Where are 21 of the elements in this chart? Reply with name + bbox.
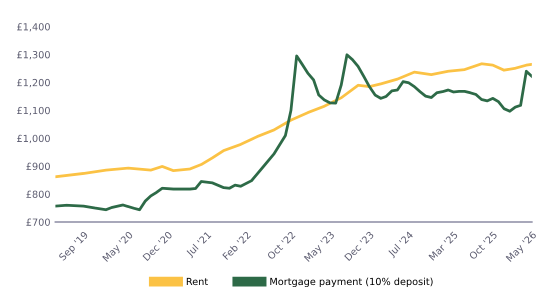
- line-series: [55, 53, 532, 212]
- y-tick-label: £1,400: [17, 23, 50, 32]
- y-tick-label: £1,100: [17, 106, 50, 116]
- legend-label: Rent: [186, 278, 208, 286]
- x-tick-label: Jul '24: [387, 230, 415, 258]
- x-tick-label: Mar '25: [428, 231, 458, 261]
- y-tick-label: £1,300: [17, 51, 50, 60]
- y-tick-label: £1,200: [17, 78, 50, 88]
- y-tick-label: £1,000: [17, 134, 50, 144]
- x-tick-label: Feb '22: [222, 231, 252, 260]
- y-tick-label: £800: [26, 190, 50, 198]
- x-tick-label: Jul '21: [185, 230, 213, 258]
- legend-label: Mortgage payment (10% deposit): [270, 278, 433, 288]
- x-tick-label: Dec '20: [142, 230, 173, 262]
- y-tick-label: £700: [26, 218, 50, 226]
- x-tick-label: Oct '22: [266, 231, 296, 260]
- y-tick-label: £900: [26, 162, 50, 170]
- line-series: [55, 62, 532, 178]
- x-tick-label: Dec '23: [344, 231, 374, 262]
- x-tick-label: Sep '19: [58, 230, 90, 262]
- x-tick-label: Oct '25: [468, 231, 498, 260]
